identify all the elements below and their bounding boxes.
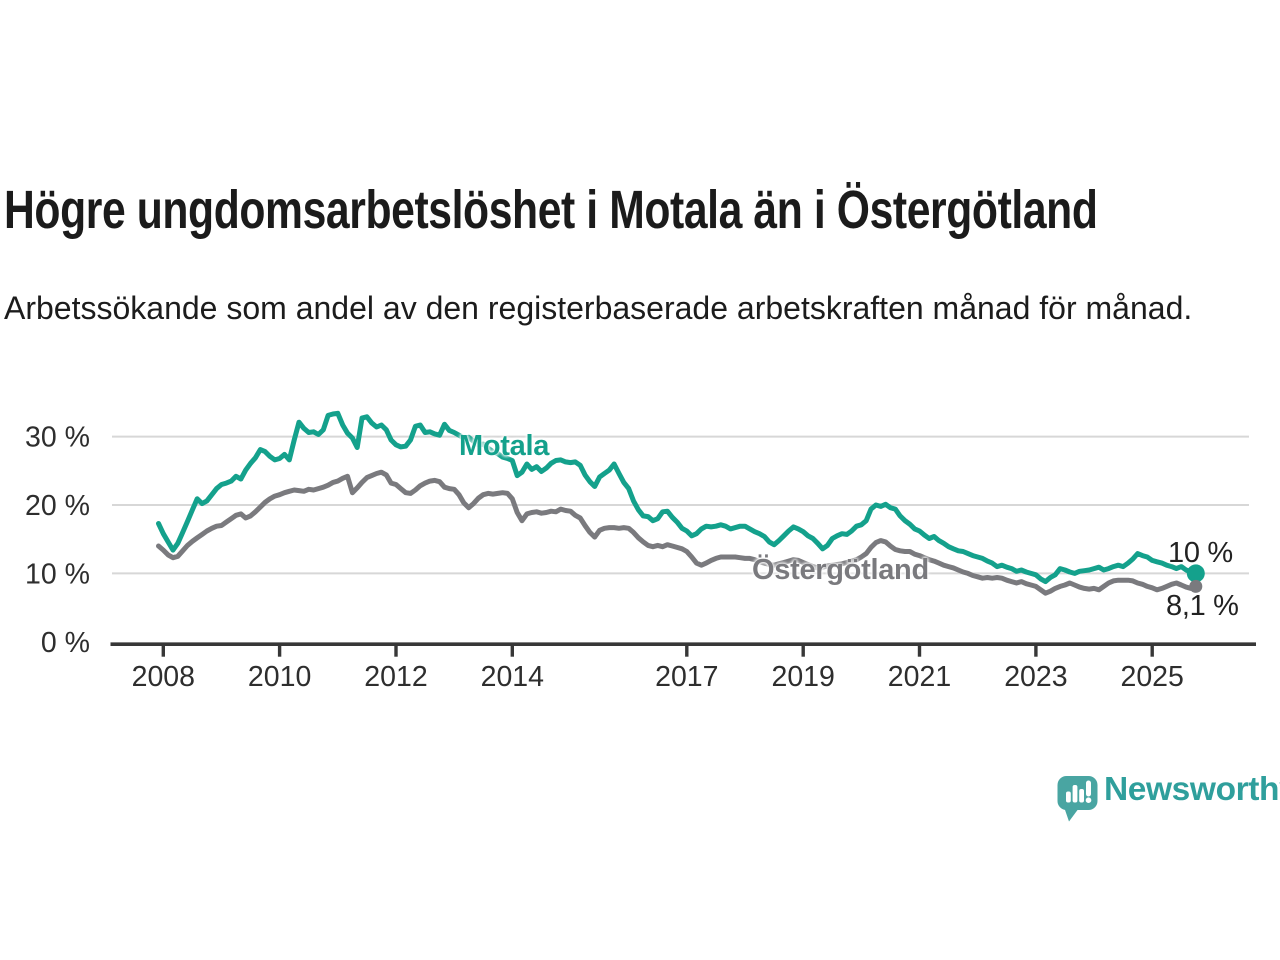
end-dot-motala [1186, 564, 1205, 583]
x-tick-label-2017: 2017 [655, 661, 718, 693]
x-tick-label-2010: 2010 [248, 661, 311, 693]
newsworthy-logo: Newsworthy [1056, 770, 1280, 830]
x-tick-label-2014: 2014 [481, 661, 545, 693]
x-tick-label-2021: 2021 [888, 661, 951, 693]
x-tick-label-2025: 2025 [1120, 661, 1183, 693]
series-label-ostergotland: Östergötland [752, 554, 929, 586]
end-value-label-motala: 10 % [1168, 537, 1233, 569]
y-tick-label-20: 20 % [25, 490, 90, 522]
end-dot-östergötland [1189, 579, 1203, 593]
end-value-label-ostergotland: 8,1 % [1166, 590, 1239, 622]
series-line-motala [156, 410, 1199, 585]
x-tick-label-2019: 2019 [771, 661, 834, 693]
series-line-östergötland [156, 469, 1199, 596]
chart-subtitle: Arbetssökande som andel av den registerb… [4, 290, 1193, 326]
x-tick-label-2012: 2012 [364, 661, 427, 693]
x-tick-label-2008: 2008 [132, 661, 195, 693]
x-tick-label-2023: 2023 [1004, 661, 1067, 693]
series-label-motala: Motala [459, 430, 550, 462]
newsworthy-bubble-chart-icon [1057, 776, 1098, 822]
chart-title: Högre ungdomsarbetslöshet i Motala än i … [4, 180, 1098, 241]
y-tick-label-0: 0 % [41, 627, 90, 659]
y-tick-label-10: 10 % [25, 558, 90, 590]
y-tick-label-30: 30 % [25, 422, 90, 454]
newsworthy-logo-text: Newsworthy [1104, 771, 1280, 808]
